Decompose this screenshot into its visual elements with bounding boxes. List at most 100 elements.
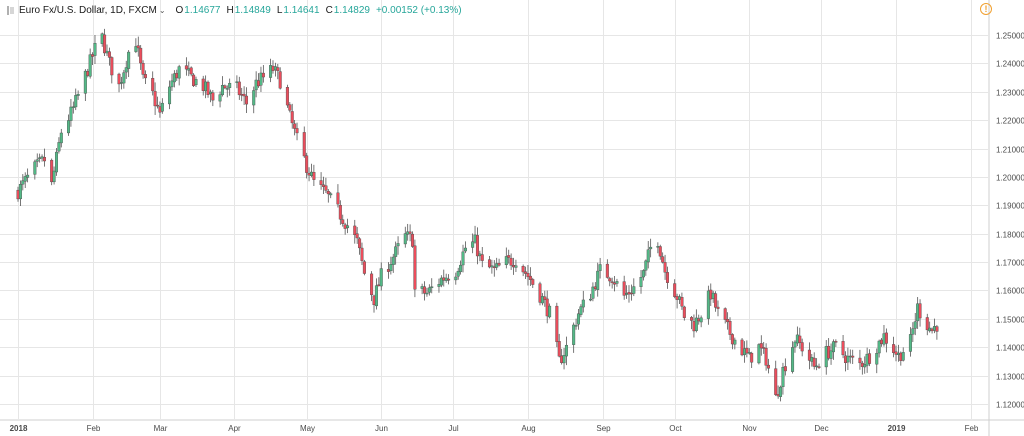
- candle: [875, 348, 879, 374]
- candle: [644, 259, 648, 276]
- candle-body: [252, 90, 256, 106]
- price-tick-label: 1.12000: [996, 401, 1024, 410]
- candle-body: [124, 67, 128, 73]
- candle: [302, 126, 306, 158]
- candle: [336, 184, 340, 208]
- candle-body: [726, 319, 730, 323]
- candle-body: [480, 254, 484, 261]
- candle-body: [598, 264, 602, 271]
- candle-body: [834, 341, 838, 343]
- candle: [403, 226, 407, 248]
- candle: [579, 304, 583, 318]
- candle-body: [829, 350, 833, 359]
- candle-body: [572, 324, 576, 345]
- close-label: C: [325, 4, 333, 16]
- price-axis[interactable]: 1.25000 1.24000 1.23000 1.22000 1.21000 1.200…: [996, 32, 1024, 410]
- candle: [276, 63, 280, 80]
- candle: [690, 315, 694, 330]
- candle-body: [812, 357, 816, 367]
- candle: [807, 342, 811, 370]
- candle: [194, 76, 198, 88]
- candle-body: [427, 287, 431, 293]
- candle-body: [437, 284, 441, 287]
- candle: [21, 174, 25, 191]
- candle: [326, 189, 330, 203]
- candle-body: [206, 81, 210, 95]
- time-axis[interactable]: 2018 Feb Mar Apr May Jun Jul Aug Sep Oct Nov Dec 201…: [10, 424, 979, 433]
- symbol-title[interactable]: Euro Fx/U.S. Dollar, 1D, FXCM: [19, 4, 157, 16]
- candle: [122, 69, 126, 89]
- chevron-down-icon[interactable]: ⌄: [158, 5, 166, 15]
- candle: [338, 200, 342, 225]
- candle: [437, 278, 441, 293]
- candle: [463, 241, 467, 254]
- candle: [562, 348, 566, 370]
- candle: [730, 333, 734, 350]
- candle-body: [88, 54, 92, 77]
- candle-body: [764, 347, 768, 366]
- candle: [531, 277, 535, 288]
- candle-body: [447, 278, 451, 281]
- candle-body: [509, 257, 513, 266]
- candle-body: [504, 256, 508, 266]
- candle: [329, 191, 333, 199]
- candle: [211, 89, 215, 107]
- candle-body: [774, 368, 778, 395]
- candle-body: [680, 297, 684, 307]
- change-value: +0.00152 (+0.13%): [375, 4, 462, 16]
- candle-body: [615, 281, 619, 284]
- candle-body: [884, 332, 888, 344]
- candle: [576, 309, 580, 330]
- candle: [124, 60, 128, 79]
- candle-body: [52, 170, 56, 183]
- candle: [798, 327, 802, 349]
- candle: [764, 343, 768, 371]
- candle-body: [153, 91, 157, 107]
- candle: [343, 222, 347, 235]
- candle-body: [807, 349, 811, 361]
- candle-body: [490, 265, 494, 268]
- time-tick-label: Feb: [87, 424, 101, 433]
- price-tick-label: 1.13000: [996, 373, 1024, 382]
- candle: [305, 152, 309, 179]
- candle: [572, 322, 576, 353]
- candle-body: [394, 246, 398, 257]
- candle-body: [699, 317, 703, 323]
- candle-body: [389, 264, 393, 272]
- candle-body: [74, 95, 78, 108]
- candle-body: [528, 275, 532, 280]
- warning-circle-icon[interactable]: !: [980, 3, 992, 15]
- candle-body: [242, 93, 246, 97]
- candle-body: [189, 67, 193, 75]
- candle-body: [706, 290, 710, 319]
- candle: [935, 324, 939, 340]
- candle-body: [83, 70, 87, 94]
- candle: [745, 340, 749, 358]
- candle: [127, 50, 131, 78]
- candle-body: [319, 180, 323, 185]
- candle-body: [690, 317, 694, 321]
- candle: [901, 347, 905, 362]
- candle: [134, 38, 138, 54]
- candle-body: [747, 352, 751, 354]
- candle: [581, 290, 585, 313]
- symbol-icon[interactable]: [6, 5, 15, 15]
- candle-body: [245, 95, 249, 105]
- candle: [632, 278, 636, 297]
- time-tick-label: 2018: [10, 424, 28, 433]
- candle-body: [622, 281, 626, 296]
- candle-body: [576, 313, 580, 325]
- candle: [591, 282, 595, 302]
- candle-body: [740, 339, 744, 356]
- candle: [706, 285, 710, 325]
- candle-body: [168, 86, 172, 105]
- candle-body: [379, 268, 383, 287]
- candle: [925, 313, 929, 336]
- candle: [74, 88, 78, 111]
- candle: [868, 349, 872, 367]
- candle-body: [877, 340, 881, 354]
- candle: [341, 214, 345, 227]
- candle-body: [596, 270, 600, 290]
- candle-body: [868, 353, 872, 364]
